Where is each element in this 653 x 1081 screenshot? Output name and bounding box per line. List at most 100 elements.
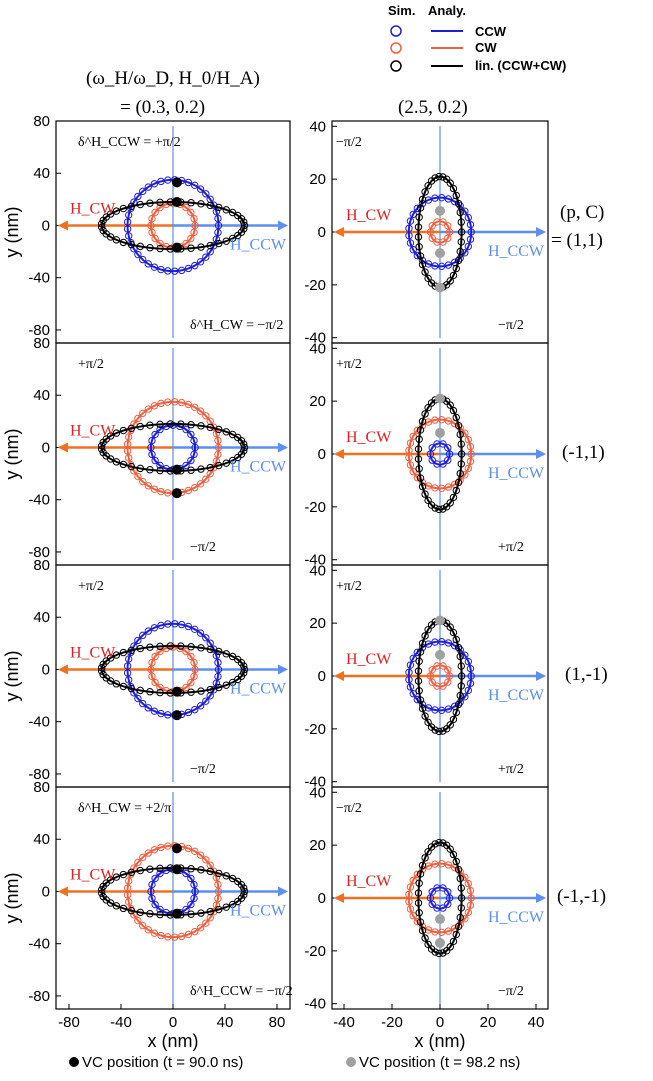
sim-point — [184, 178, 193, 187]
sim-point — [187, 874, 195, 883]
legend-lin-sim-marker — [390, 60, 402, 72]
sim-point — [127, 202, 136, 211]
sim-point — [444, 417, 453, 425]
sim-point — [97, 220, 106, 228]
y-tick-label: -80 — [28, 544, 50, 561]
sim-point — [136, 422, 145, 431]
y-tick-label: -20 — [304, 943, 326, 960]
sim-point — [464, 908, 473, 917]
sim-point — [157, 399, 165, 408]
sim-point — [206, 907, 214, 916]
sim-point — [191, 847, 199, 856]
sim-point — [191, 625, 199, 634]
sim-point — [449, 937, 458, 946]
sim-point — [215, 905, 223, 914]
sim-point — [415, 879, 423, 887]
sim-point — [421, 188, 429, 196]
sim-point — [428, 666, 436, 674]
sim-point — [456, 874, 464, 883]
sim-point — [157, 487, 165, 496]
sim-point — [123, 891, 132, 899]
sim-point — [421, 490, 429, 498]
sim-point — [157, 177, 165, 186]
sim-point — [196, 851, 205, 859]
sim-point — [416, 474, 425, 482]
y-tick-label: 80 — [33, 335, 50, 352]
sim-point — [452, 708, 460, 717]
sim-point — [418, 417, 427, 426]
curve-cw — [407, 862, 473, 934]
sim-point — [127, 462, 136, 471]
sim-point — [409, 246, 417, 254]
x-tick-label: 40 — [217, 1014, 234, 1031]
sim-point — [144, 260, 152, 268]
sim-point — [156, 244, 164, 253]
sim-point — [106, 432, 115, 440]
sim-point — [202, 919, 210, 927]
sim-point — [212, 429, 221, 438]
h-ccw-arrowhead — [278, 664, 288, 675]
sim-point — [156, 869, 164, 878]
sim-point — [197, 687, 205, 695]
sim-point — [461, 207, 469, 215]
h-cw-arrowhead — [334, 893, 344, 903]
sim-point — [177, 932, 186, 941]
sim-point — [187, 900, 195, 909]
y-tick-label: 0 — [42, 661, 50, 678]
phase-annotation: δ^H_CCW = −π/2 — [190, 984, 293, 999]
sim-point — [435, 172, 443, 181]
sim-point — [150, 929, 159, 937]
sim-point — [456, 652, 464, 661]
sim-point — [467, 672, 475, 680]
sim-point — [147, 887, 155, 896]
sim-point — [452, 635, 460, 644]
vc-black-dot — [171, 864, 182, 875]
sim-point — [177, 642, 185, 650]
x-tick-label: -40 — [110, 1014, 132, 1031]
sim-point — [215, 425, 223, 434]
sim-point — [202, 856, 210, 864]
panels: -80 -40 0 40 80 y (nm) H_CW H_CCW δ^H_CCW = +π/2… — [2, 113, 549, 1051]
sim-point — [191, 705, 199, 714]
sim-point — [106, 876, 115, 884]
column-params-label: (ω_H/ω_D, H_0/H_A) — [86, 68, 260, 89]
sim-point — [240, 887, 249, 896]
sim-point — [147, 221, 155, 230]
sim-point — [452, 191, 460, 200]
sim-point — [456, 469, 464, 478]
sim-point — [156, 420, 164, 429]
sim-point — [97, 664, 106, 672]
sim-point — [406, 683, 415, 691]
sim-point — [144, 627, 152, 635]
sim-point — [461, 693, 469, 701]
sim-point — [214, 672, 222, 681]
y-tick-label: -80 — [28, 766, 50, 783]
h-cw-label: H_CW — [346, 429, 392, 446]
x-tick-label: -40 — [333, 1014, 355, 1031]
sim-point — [177, 398, 186, 407]
sim-point — [150, 263, 159, 271]
vc-gray-legend-marker — [346, 1057, 356, 1067]
sim-point — [146, 910, 154, 918]
y-tick-label: -40 — [28, 714, 50, 731]
sim-point — [228, 900, 237, 909]
sim-point — [454, 478, 463, 487]
sim-point — [134, 414, 142, 423]
sim-point — [139, 409, 147, 418]
phase-annotation: +π/2 — [498, 762, 524, 777]
sim-point — [164, 933, 172, 941]
sim-point — [464, 242, 473, 251]
sim-point — [415, 435, 423, 443]
y-tick-label: -40 — [304, 996, 326, 1013]
sim-point — [147, 665, 155, 674]
sim-point — [449, 628, 458, 637]
sim-point — [191, 261, 199, 270]
sim-point — [187, 652, 195, 661]
sim-point — [414, 677, 423, 685]
sim-point — [124, 898, 133, 906]
sim-point — [415, 687, 423, 695]
sim-point — [139, 631, 147, 640]
sim-point — [197, 243, 205, 251]
sim-point — [197, 866, 205, 874]
sim-point — [191, 221, 199, 230]
